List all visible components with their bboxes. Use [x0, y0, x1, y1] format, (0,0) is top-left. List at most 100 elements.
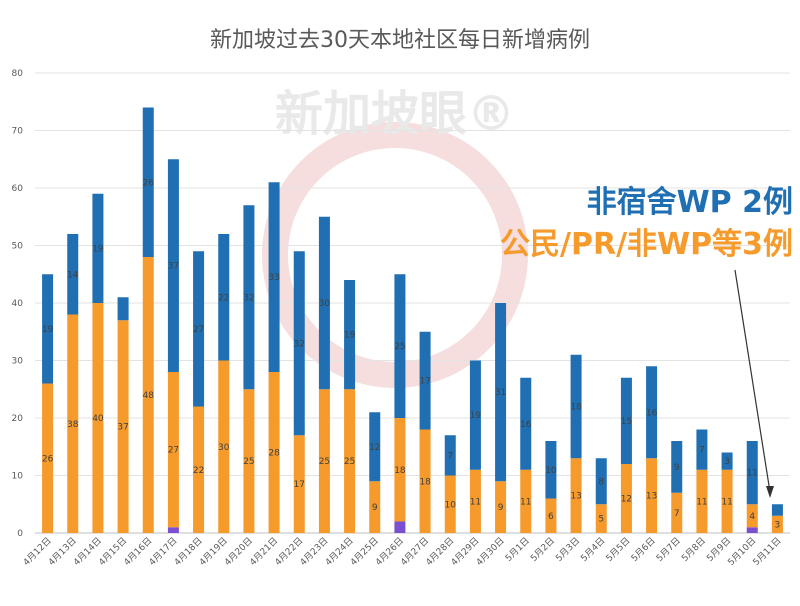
bar-segment: [293, 435, 305, 533]
data-label: 18: [419, 477, 431, 487]
watermark-text: 新加坡眼®: [275, 86, 515, 142]
y-tick-label: 30: [12, 357, 24, 367]
y-tick-label: 40: [12, 299, 24, 309]
annotation-group: 非宿舍WP 2例 公民/PR/非WP等3例: [500, 185, 793, 498]
bar-segment: [419, 331, 431, 430]
bar-segment: [620, 377, 632, 464]
bar-segment: [671, 441, 683, 493]
data-label: 17: [294, 480, 305, 490]
x-tick-label: 5月5日: [604, 535, 633, 564]
data-label: 11: [747, 469, 758, 479]
bar-segment: [746, 441, 758, 505]
bar-segment: [344, 389, 356, 533]
data-label: 25: [344, 457, 355, 467]
bar-segment: [243, 389, 255, 533]
bar-segment: [218, 360, 230, 533]
x-tick-label: 5月4日: [579, 535, 608, 564]
bar-segment: [344, 280, 356, 390]
x-axis: 4月12日4月13日4月14日4月15日4月16日4月17日4月18日4月19日…: [21, 535, 783, 568]
data-label: 40: [92, 414, 104, 424]
bar-segment: [293, 251, 305, 436]
data-label: 7: [699, 446, 705, 456]
bar-segment: [142, 107, 154, 257]
bar-segment: [545, 498, 557, 533]
data-label: 19: [344, 331, 356, 341]
bar-segment: [495, 303, 507, 482]
data-label: 22: [193, 466, 204, 476]
bar-segment: [746, 527, 758, 533]
data-label: 18: [394, 466, 406, 476]
bar-segment: [369, 481, 381, 533]
bar-segment: [268, 372, 280, 533]
data-label: 32: [243, 293, 254, 303]
bar-segment: [167, 372, 179, 528]
bar-segment: [42, 274, 54, 384]
data-label: 11: [520, 497, 531, 507]
bar-segment: [444, 435, 456, 476]
data-label: 26: [42, 454, 54, 464]
bar-segment: [394, 418, 406, 522]
gridlines: [35, 72, 790, 534]
data-label: 4: [749, 512, 755, 522]
bar-segment: [646, 366, 658, 459]
data-label: 48: [143, 391, 155, 401]
y-tick-label: 10: [12, 472, 24, 482]
y-tick-label: 0: [17, 529, 23, 539]
data-label: 25: [319, 457, 330, 467]
bar-segment: [167, 159, 179, 372]
data-label: 6: [548, 512, 554, 522]
bar-segment: [67, 314, 79, 533]
annotation-non-dorm-wp: 非宿舍WP 2例: [587, 185, 793, 220]
bar-segment: [646, 458, 658, 533]
bar-segment: [369, 412, 381, 482]
data-label: 25: [394, 342, 405, 352]
data-label: 10: [445, 500, 457, 510]
data-label: 3: [775, 520, 781, 530]
x-tick-label: 5月2日: [528, 535, 557, 564]
annotation-arrow-head: [766, 486, 774, 498]
bar-segment: [595, 504, 607, 533]
bar-segment: [243, 205, 255, 390]
bar-segment: [545, 441, 557, 499]
bar-segment: [167, 527, 179, 533]
bar-segment: [721, 452, 733, 470]
y-tick-label: 80: [12, 69, 24, 79]
bars: 2619381440193748262737222730222532283317…: [42, 107, 783, 533]
data-label: 31: [495, 388, 506, 398]
x-tick-label: 5月1日: [503, 535, 532, 564]
bar-segment: [444, 475, 456, 533]
bar-segment: [142, 257, 154, 533]
x-tick-label: 5月7日: [654, 535, 683, 564]
data-label: 25: [243, 457, 254, 467]
data-label: 3: [724, 457, 730, 467]
x-tick-label: 5月8日: [679, 535, 708, 564]
bar-segment: [394, 521, 406, 533]
data-label: 18: [570, 403, 582, 413]
data-label: 13: [646, 492, 657, 502]
bar-segment: [520, 469, 532, 533]
data-label: 11: [696, 497, 707, 507]
data-label: 30: [218, 443, 230, 453]
data-label: 16: [520, 420, 532, 430]
x-tick-label: 5月6日: [629, 535, 658, 564]
data-label: 9: [674, 463, 680, 473]
data-label: 5: [598, 515, 604, 525]
data-label: 26: [143, 178, 155, 188]
bar-segment: [117, 320, 129, 533]
bar-segment: [771, 515, 783, 533]
bar-segment: [696, 469, 708, 533]
bar-segment: [520, 377, 532, 470]
data-label: 38: [67, 420, 79, 430]
bar-segment: [746, 504, 758, 528]
bar-segment: [570, 458, 582, 533]
bar-segment: [495, 481, 507, 533]
data-label: 14: [67, 270, 79, 280]
bar-segment: [92, 193, 104, 303]
y-tick-label: 20: [12, 414, 24, 424]
y-tick-label: 70: [12, 127, 24, 137]
data-label: 30: [319, 299, 331, 309]
data-label: 9: [498, 503, 504, 513]
data-label: 11: [470, 497, 481, 507]
bar-segment: [218, 234, 230, 361]
